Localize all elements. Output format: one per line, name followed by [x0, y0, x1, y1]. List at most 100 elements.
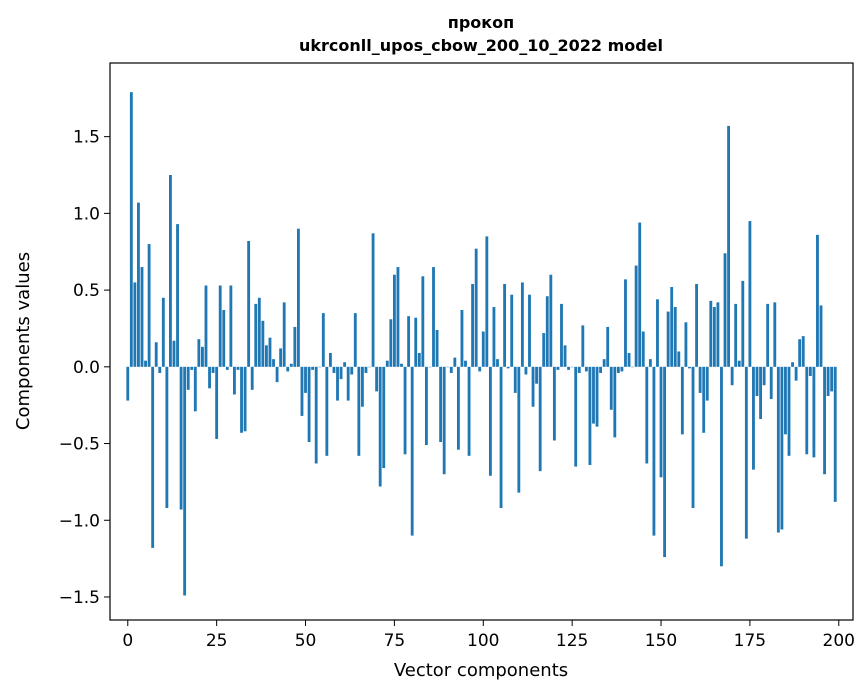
y-tick-label: 0.0 — [73, 358, 100, 378]
bar — [535, 366, 539, 384]
bar — [453, 357, 457, 367]
bar — [474, 248, 478, 367]
bar — [485, 236, 489, 367]
bar — [816, 234, 819, 367]
bar — [624, 279, 627, 367]
bar — [627, 353, 631, 367]
bar — [670, 287, 674, 367]
bar — [307, 366, 311, 443]
bar — [531, 366, 535, 407]
bar — [254, 303, 258, 367]
bar — [499, 366, 503, 508]
bar — [567, 366, 571, 370]
bar — [744, 366, 748, 539]
bar — [513, 366, 517, 393]
bar — [488, 366, 492, 476]
bar — [282, 302, 286, 367]
bar — [794, 366, 798, 381]
bar — [286, 366, 290, 372]
bar — [371, 233, 375, 367]
bar — [385, 360, 389, 367]
bar — [339, 366, 343, 380]
bar — [183, 366, 187, 596]
bar — [741, 280, 745, 367]
bar — [321, 313, 325, 367]
bar — [538, 366, 542, 472]
bar — [776, 366, 780, 533]
bar — [375, 366, 379, 392]
bar — [126, 366, 130, 401]
bar — [296, 228, 300, 367]
bar — [222, 310, 226, 367]
bar — [613, 366, 617, 438]
bar — [140, 267, 144, 367]
bar — [456, 366, 460, 450]
y-axis-label: Components values — [13, 252, 34, 430]
bar — [549, 274, 553, 367]
bar — [243, 366, 247, 432]
bar — [236, 366, 240, 370]
bar — [588, 366, 592, 466]
bar — [247, 240, 251, 367]
bar — [417, 353, 421, 367]
bar — [524, 366, 528, 375]
bar — [407, 316, 411, 367]
bar — [392, 274, 396, 367]
bar — [698, 366, 702, 393]
bar — [581, 325, 585, 367]
bar — [467, 366, 471, 456]
bar — [737, 360, 741, 367]
bar — [691, 366, 695, 508]
bar — [641, 331, 645, 367]
bar — [400, 363, 403, 367]
bar — [673, 306, 677, 367]
bar — [560, 303, 563, 367]
bar — [279, 348, 283, 367]
chart-title: прокоп — [448, 13, 514, 32]
bar — [716, 302, 720, 367]
bar — [755, 366, 759, 396]
bar — [528, 294, 531, 367]
bar — [791, 362, 794, 367]
y-tick-label: −0.5 — [59, 435, 100, 455]
bar — [666, 311, 670, 367]
chart-subtitle: ukrconll_upos_cbow_200_10_2022 model — [299, 36, 663, 55]
bar — [684, 322, 688, 367]
bar — [780, 366, 784, 530]
bar — [201, 346, 204, 367]
bar — [478, 366, 482, 372]
bar — [812, 366, 816, 458]
bar — [460, 310, 464, 367]
bar — [179, 366, 183, 510]
bar — [648, 359, 652, 367]
x-tick-label: 75 — [384, 631, 406, 651]
bar — [158, 366, 162, 373]
y-tick-label: −1.0 — [59, 511, 100, 531]
bar — [638, 222, 642, 367]
bar — [257, 297, 261, 367]
bar — [680, 366, 684, 435]
bar — [720, 366, 723, 567]
bar — [574, 366, 578, 467]
bar — [197, 339, 201, 367]
plot-frame — [109, 62, 854, 621]
bar — [620, 366, 624, 372]
x-tick-label: 0 — [122, 631, 133, 651]
bar — [403, 366, 407, 455]
bar — [506, 366, 510, 369]
bar — [265, 345, 268, 367]
y-tick-label: 1.5 — [73, 128, 100, 148]
bar — [133, 282, 137, 367]
bar — [382, 366, 386, 469]
x-tick-label: 25 — [206, 631, 228, 651]
x-tick-label: 125 — [556, 631, 588, 651]
bar — [808, 366, 812, 377]
bar — [542, 333, 546, 367]
x-tick-label: 150 — [645, 631, 677, 651]
bar — [464, 360, 467, 367]
bar — [360, 366, 364, 407]
bar — [712, 306, 716, 367]
bar — [161, 297, 165, 367]
bar — [215, 366, 219, 439]
bar — [304, 366, 307, 393]
